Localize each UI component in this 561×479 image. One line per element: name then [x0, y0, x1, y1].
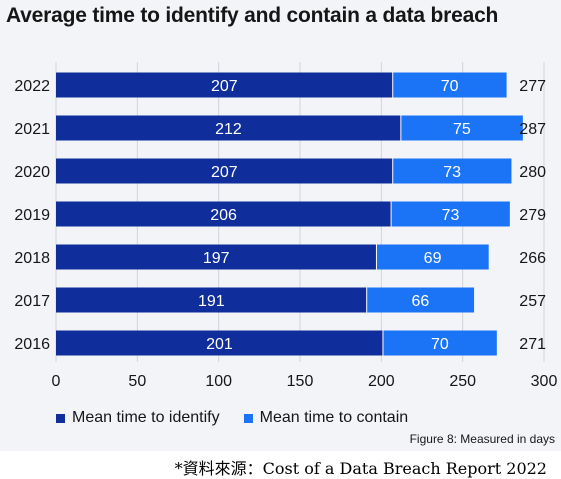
stacked-bar-chart: 2022 207 70 277 2021 212 75 287 2020 207 73 280 2019… [14, 62, 558, 390]
chart-panel: Average time to identify and contain a d… [0, 0, 561, 451]
bar-contain [392, 158, 512, 184]
bar-label-contain: 70 [431, 336, 449, 353]
total-label: 280 [519, 164, 546, 181]
total-label: 287 [519, 121, 546, 138]
bar-contain [400, 115, 523, 141]
bar-label-identify: 206 [210, 207, 237, 224]
legend-item-contain: Mean time to contain [243, 409, 409, 427]
bar-contain [376, 244, 489, 270]
year-label: 2021 [14, 121, 50, 138]
bar-identify [56, 330, 383, 356]
bar-contain [392, 72, 507, 98]
figure-note: Figure 8: Measured in days [409, 432, 555, 446]
legend-item-identify: Mean time to identify [56, 409, 220, 427]
bar-identify [56, 158, 393, 184]
total-label: 266 [519, 250, 546, 267]
bar-label-contain: 73 [443, 164, 461, 181]
bar-label-contain: 69 [424, 250, 442, 267]
year-label: 2017 [14, 293, 50, 310]
bar-label-identify: 197 [203, 250, 230, 267]
legend-swatch-contain [243, 413, 253, 423]
bar-label-identify: 207 [211, 164, 238, 181]
year-label: 2022 [14, 78, 50, 95]
bar-label-contain: 66 [411, 293, 429, 310]
x-tick-label: 300 [531, 373, 558, 390]
x-tick-label: 50 [128, 373, 146, 390]
x-tick-label: 0 [52, 373, 61, 390]
bar-identify [56, 115, 401, 141]
total-label: 277 [519, 78, 546, 95]
total-label: 257 [519, 293, 546, 310]
bar-contain [382, 330, 497, 356]
total-label: 271 [519, 336, 546, 353]
source-note: *資料來源：Cost of a Data Breach Report 2022 [174, 459, 547, 478]
x-tick-label: 250 [449, 373, 476, 390]
bar-label-identify: 191 [198, 293, 225, 310]
legend-swatch-identify [56, 413, 65, 423]
year-label: 2020 [14, 164, 50, 181]
bar-label-identify: 212 [215, 121, 242, 138]
bar-contain [391, 201, 510, 227]
x-tick-label: 150 [287, 373, 314, 390]
bar-identify [56, 72, 393, 98]
legend-label-identify: Mean time to identify [72, 409, 220, 426]
bar-label-contain: 70 [441, 78, 459, 95]
bar-contain [366, 287, 475, 313]
bar-identify [56, 244, 377, 270]
bar-label-identify: 207 [211, 78, 238, 95]
bar-label-contain: 73 [442, 207, 460, 224]
x-tick-label: 100 [205, 373, 232, 390]
bar-label-identify: 201 [206, 336, 233, 353]
x-tick-label: 200 [368, 373, 395, 390]
chart-title: Average time to identify and contain a d… [6, 4, 499, 27]
legend-label-contain: Mean time to contain [259, 409, 409, 426]
bar-identify [56, 287, 367, 313]
bar-label-contain: 75 [453, 121, 471, 138]
total-label: 279 [519, 207, 546, 224]
year-label: 2016 [14, 336, 50, 353]
bar-identify [56, 201, 392, 227]
year-label: 2018 [14, 250, 50, 267]
year-label: 2019 [14, 207, 50, 224]
legend: Mean time to identify Mean time to conta… [56, 409, 432, 427]
